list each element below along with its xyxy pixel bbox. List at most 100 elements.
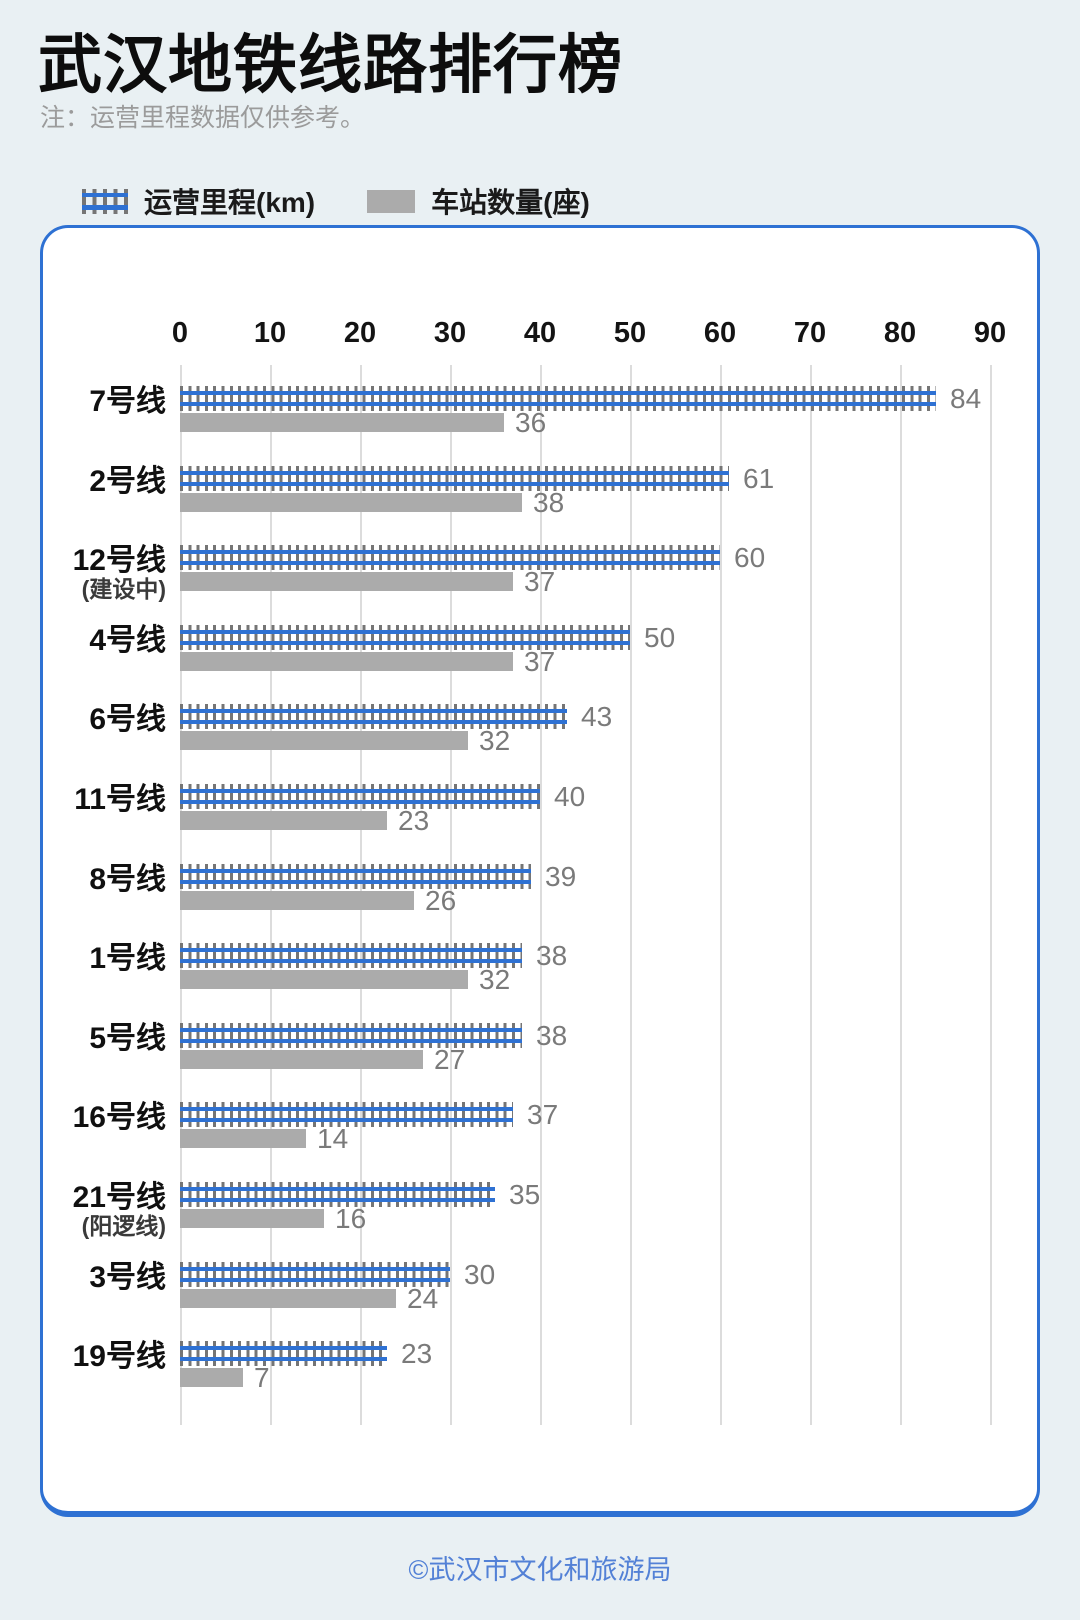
x-axis-tick: 0	[171, 317, 189, 349]
category-label: 4号线	[43, 624, 166, 657]
chart-row: 5号线 38 27	[43, 1020, 1037, 1103]
x-axis-tick: 20	[343, 317, 377, 349]
category-name: 3号线	[89, 1261, 166, 1294]
station-bar-swatch	[367, 189, 416, 213]
category-label: 1号线	[43, 942, 166, 975]
station-count-value: 37	[524, 566, 556, 597]
station-count-value: 7	[254, 1362, 270, 1393]
mileage-value: 60	[734, 542, 766, 573]
category-name: 12号线	[72, 544, 166, 577]
chart-row: 12号线 (建设中) 60 37	[43, 542, 1037, 625]
mileage-track-bar	[180, 1182, 495, 1207]
mileage-track-bar	[180, 386, 936, 411]
x-axis-tick: 10	[253, 317, 287, 349]
chart-row: 16号线 37 14	[43, 1101, 1037, 1182]
chart-row: 19号线 23 7	[43, 1338, 1037, 1421]
mileage-value: 40	[554, 781, 586, 812]
chart-row: 21号线 (阳逻线) 35 16	[43, 1179, 1037, 1262]
mileage-track-bar	[180, 943, 522, 968]
station-count-bar	[180, 1289, 396, 1308]
category-label: 16号线	[43, 1101, 166, 1134]
station-count-value: 37	[524, 646, 556, 677]
legend-item-stations: 车站数量(座)	[367, 181, 590, 221]
station-count-bar	[180, 1209, 324, 1228]
page-note: 注：运营里程数据仅供参考。	[40, 104, 366, 132]
mileage-track-bar	[180, 784, 540, 809]
category-name: 5号线	[89, 1022, 166, 1055]
x-axis-tick: 70	[793, 317, 827, 349]
category-label: 5号线	[43, 1022, 166, 1055]
mileage-track-bar	[180, 466, 729, 491]
category-name: 7号线	[89, 385, 166, 418]
mileage-value: 84	[950, 383, 982, 414]
station-count-bar	[180, 413, 504, 432]
x-axis: 0 10 20 30 40 50 60 70 80 90	[43, 316, 1037, 350]
station-count-bar	[180, 493, 522, 512]
category-label: 7号线	[43, 385, 166, 418]
station-count-value: 32	[479, 964, 511, 995]
mileage-track-bar	[180, 1102, 513, 1127]
legend-stations-label: 车站数量(座)	[431, 187, 590, 218]
chart-row: 4号线 50 37	[43, 622, 1037, 705]
mileage-value: 43	[581, 701, 613, 732]
mileage-track-bar	[180, 864, 531, 889]
station-count-value: 24	[407, 1283, 439, 1314]
x-axis-tick: 80	[883, 317, 917, 349]
x-axis-tick: 30	[433, 317, 467, 349]
mileage-value: 39	[545, 861, 577, 892]
category-label: 8号线	[43, 863, 166, 896]
mileage-value: 23	[401, 1338, 433, 1369]
chart-legend: 运营里程(km) 车站数量(座)	[82, 181, 590, 221]
mileage-value: 30	[464, 1259, 496, 1290]
station-count-bar	[180, 1129, 306, 1148]
mileage-value: 61	[743, 463, 775, 494]
category-name: 8号线	[89, 863, 166, 896]
category-name: 1号线	[89, 942, 166, 975]
category-name: 16号线	[72, 1101, 166, 1134]
category-subname: (阳逻线)	[81, 1213, 166, 1239]
mileage-track-bar	[180, 704, 567, 729]
category-label: 12号线 (建设中)	[43, 544, 166, 602]
category-name: 21号线	[72, 1181, 166, 1214]
station-count-bar	[180, 891, 414, 910]
category-name: 11号线	[74, 783, 166, 816]
station-count-bar	[180, 652, 513, 671]
station-count-value: 16	[335, 1203, 367, 1234]
mileage-track-bar	[180, 1262, 450, 1287]
mileage-value: 38	[536, 1020, 568, 1051]
x-axis-tick: 40	[523, 317, 557, 349]
category-name: 19号线	[72, 1340, 166, 1373]
mileage-track-bar	[180, 545, 720, 570]
chart-row: 2号线 61 38	[43, 463, 1037, 546]
x-axis-tick: 50	[613, 317, 647, 349]
chart-card: 0 10 20 30 40 50 60 70 80 90 7号线 84 36 2号线 61 38 12号线 (建…	[40, 225, 1040, 1517]
footer-credit: ©武汉市文化和旅游局	[408, 1555, 672, 1585]
station-count-bar	[180, 1050, 423, 1069]
chart-row: 7号线 84 36	[43, 383, 1037, 466]
category-name: 6号线	[89, 703, 166, 736]
station-count-value: 27	[434, 1044, 466, 1075]
station-count-value: 38	[533, 487, 565, 518]
chart-row: 1号线 38 32	[43, 940, 1037, 1023]
chart-row: 11号线 40 23	[43, 781, 1037, 864]
category-name: 2号线	[89, 465, 166, 498]
station-count-bar	[180, 731, 468, 750]
station-count-value: 32	[479, 725, 511, 756]
chart-row: 6号线 43 32	[43, 701, 1037, 784]
category-label: 3号线	[43, 1261, 166, 1294]
chart-row: 3号线 30 24	[43, 1259, 1037, 1342]
station-count-value: 26	[425, 885, 457, 916]
mileage-value: 35	[509, 1179, 541, 1210]
station-count-value: 23	[398, 805, 430, 836]
x-axis-tick: 90	[973, 317, 1007, 349]
category-label: 19号线	[43, 1340, 166, 1373]
chart-row: 8号线 39 26	[43, 861, 1037, 944]
mileage-value: 38	[536, 940, 568, 971]
mileage-value: 50	[644, 622, 676, 653]
category-label: 2号线	[43, 465, 166, 498]
station-count-bar	[180, 572, 513, 591]
category-label: 11号线	[43, 783, 166, 816]
x-axis-tick: 60	[703, 317, 737, 349]
legend-mileage-label: 运营里程(km)	[144, 187, 316, 218]
category-name: 4号线	[89, 624, 166, 657]
